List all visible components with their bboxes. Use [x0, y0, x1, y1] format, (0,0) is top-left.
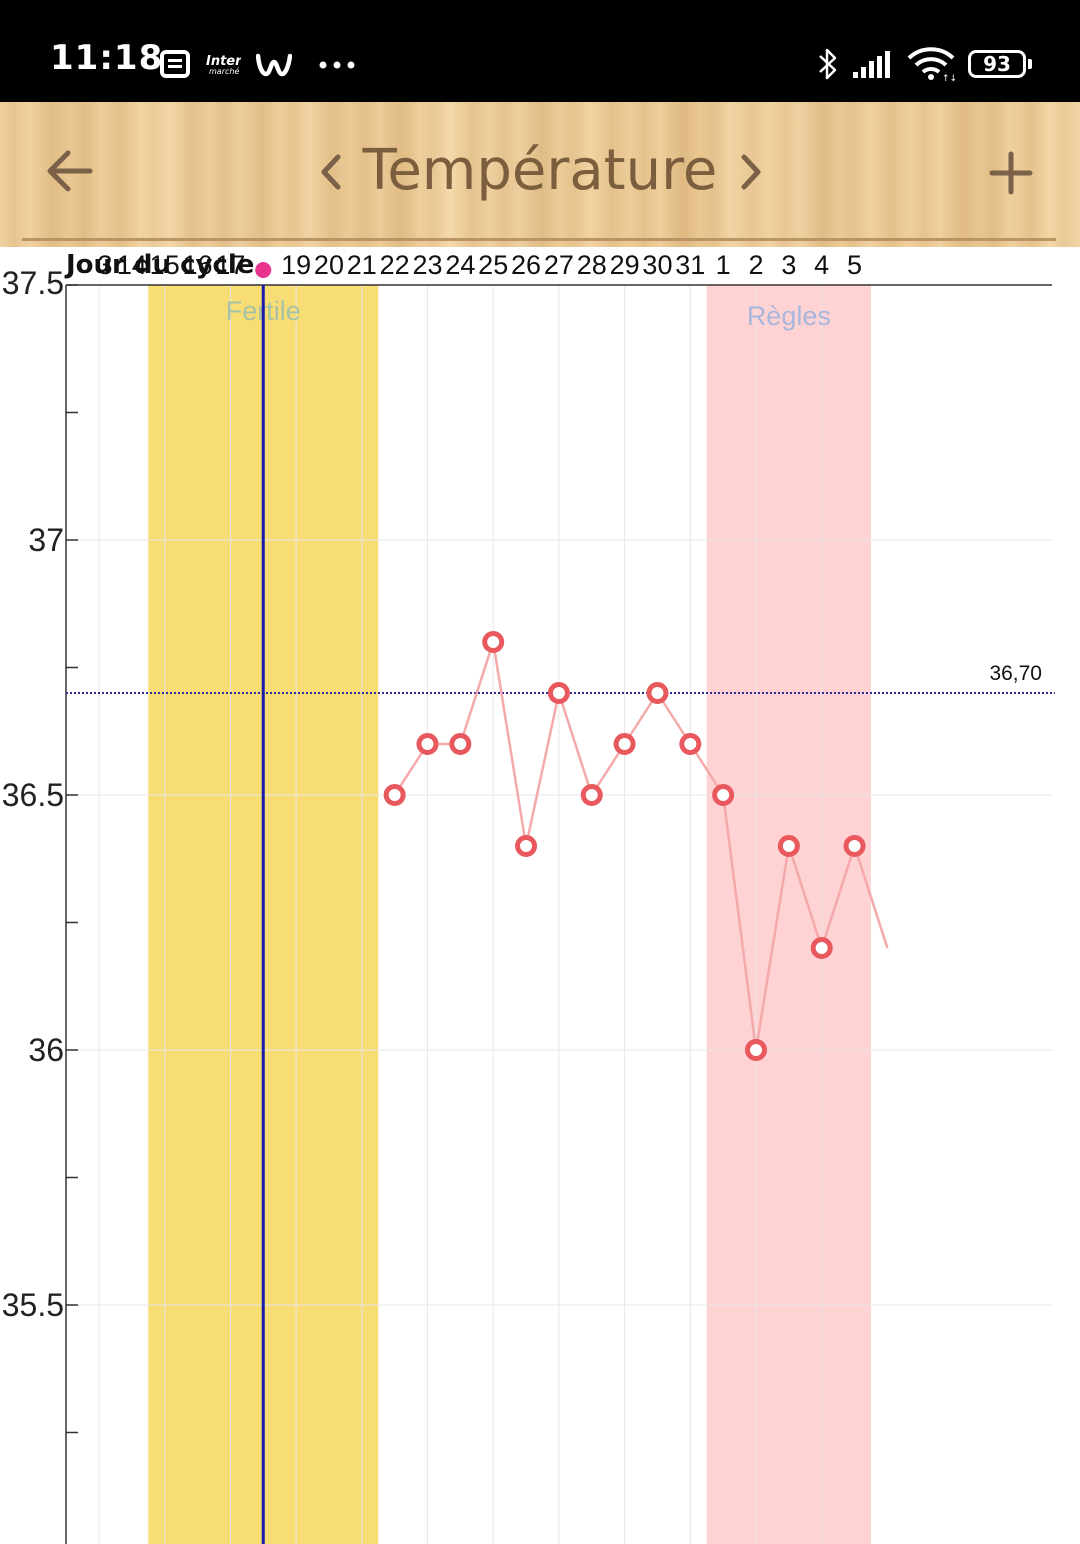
ovulation-marker[interactable]: [255, 262, 272, 278]
temperature-point[interactable]: [679, 733, 702, 755]
x-tick-label: 21: [347, 250, 377, 280]
temperature-series-line: [393, 641, 889, 1051]
temperature-point[interactable]: [580, 784, 603, 806]
more-dots-icon: [319, 61, 355, 69]
x-tick-label: 22: [380, 250, 410, 280]
svg-text:Inter: Inter: [206, 54, 241, 69]
temperature-chart[interactable]: Fertile Règles 37.5 37 36.5 36 35.5 3 14 15 16 17…: [0, 247, 1080, 1544]
wish-app-icon: [256, 53, 292, 77]
x-tick-label: 29: [610, 250, 640, 280]
status-time: 11:18: [50, 38, 164, 78]
x-axis-header: Jour du cycle: [64, 250, 254, 280]
temperature-point[interactable]: [712, 784, 735, 806]
x-tick-label: 28: [577, 250, 607, 280]
temperature-point[interactable]: [383, 784, 406, 806]
x-tick-label: 31: [675, 250, 705, 280]
temperature-point[interactable]: [613, 733, 636, 755]
toolbar: [0, 102, 1080, 247]
temperature-point[interactable]: [449, 733, 472, 755]
svg-text:↑↓: ↑↓: [942, 74, 956, 82]
intermarche-app-icon: Inter marché: [206, 54, 241, 76]
x-tick-label: 25: [478, 250, 508, 280]
y-tick-label: 37: [28, 522, 64, 558]
chevron-left-icon[interactable]: [316, 152, 346, 192]
notes-app-icon: [160, 50, 190, 78]
temperature-point[interactable]: [646, 682, 669, 704]
battery-indicator: 93: [968, 50, 1032, 78]
arrow-left-icon[interactable]: [44, 146, 96, 196]
temperature-point[interactable]: [515, 835, 538, 857]
x-tick-label: 23: [412, 250, 442, 280]
page-title: Température: [362, 138, 718, 203]
wifi-icon: ↑↓: [907, 47, 956, 82]
x-tick-label: 3: [781, 250, 796, 280]
y-tick-label: 37.5: [2, 265, 64, 301]
y-tick-label: 36: [28, 1032, 64, 1068]
temperature-point[interactable]: [777, 835, 800, 857]
bluetooth-icon: [819, 48, 837, 80]
x-tick-label: 20: [314, 250, 344, 280]
x-tick-label: 1: [716, 250, 731, 280]
x-tick-label: 26: [511, 250, 541, 280]
coverline-label: 36,70: [989, 662, 1042, 685]
temperature-point[interactable]: [810, 937, 833, 959]
x-tick-label: 5: [847, 250, 862, 280]
x-tick-label: 14: [117, 250, 147, 280]
signal-icon: [853, 51, 890, 78]
x-tick-label: 17: [215, 250, 245, 280]
chevron-right-icon[interactable]: [736, 152, 766, 192]
x-tick-label: 19: [281, 250, 311, 280]
zone-band-1: [706, 285, 871, 1544]
temperature-point[interactable]: [843, 835, 866, 857]
svg-text:marché: marché: [209, 66, 239, 76]
x-tick-label: 3: [97, 250, 112, 280]
x-tick-label: 4: [814, 250, 829, 280]
temperature-point[interactable]: [416, 733, 439, 755]
x-tick-label: 27: [544, 250, 574, 280]
x-tick-label: 24: [445, 250, 475, 280]
y-tick-label: 35.5: [2, 1287, 64, 1323]
x-tick-label: 2: [748, 250, 763, 280]
zone-label-1: Règles: [747, 301, 831, 331]
temperature-point[interactable]: [482, 631, 505, 653]
temperature-point[interactable]: [547, 682, 570, 704]
temperature-point[interactable]: [745, 1039, 767, 1061]
y-tick-label: 36.5: [2, 777, 64, 813]
x-tick-label: 15: [150, 250, 180, 280]
x-tick-label: 30: [642, 250, 672, 280]
x-tick-label: 16: [183, 250, 213, 280]
toolbar-divider: [22, 238, 1056, 241]
plus-icon[interactable]: [988, 150, 1034, 196]
status-bar: 11:18 Inter marché ↑↓ 93: [0, 0, 1080, 102]
